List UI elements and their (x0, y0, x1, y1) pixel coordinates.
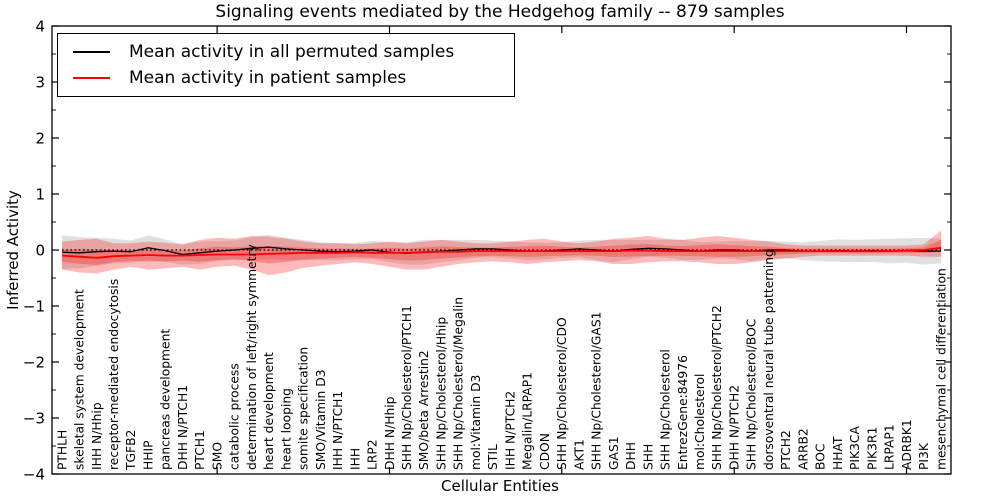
category-label: HHAT (831, 436, 845, 470)
category-label: SHH Np/Cholesterol/CDO (555, 317, 569, 470)
category-label: PIK3R1 (865, 427, 879, 470)
category-label: DHH N/PTCH1 (176, 385, 190, 470)
category-label: IHH N/PTCH2 (503, 391, 517, 470)
category-label: EntrezGene:84976 (676, 355, 690, 470)
category-label: SHH (641, 444, 655, 470)
legend-line-swatch-patient (73, 77, 110, 79)
category-label: LRP2 (366, 439, 380, 470)
category-label: LRPAP1 (883, 424, 897, 470)
category-label: determination of left/right symmetry (245, 244, 259, 470)
category-label: DHH N/Hhip (383, 396, 397, 470)
category-label: PI3K (917, 442, 931, 470)
category-label: ADRBK1 (900, 419, 914, 470)
category-label: SHH Np/Cholesterol/PTCH1 (400, 305, 414, 470)
category-label: IHH (348, 448, 362, 470)
y-tick-label: 0 (35, 242, 45, 260)
category-label: TGFB2 (124, 430, 138, 471)
category-label: heart looping (279, 388, 293, 470)
category-label: SHH Np/Cholesterol/Megalin (452, 297, 466, 470)
series-line-1 (61, 246, 942, 259)
category-label: Megalin/LRPAP1 (521, 372, 535, 470)
legend-line-swatch-permuted (73, 51, 110, 53)
category-label: pancreas development (159, 329, 173, 470)
legend-label-permuted: Mean activity in all permuted samples (129, 42, 455, 62)
category-label: IHH N/Hhip (90, 402, 104, 470)
legend-entry-permuted: Mean activity in all permuted samples (73, 40, 514, 65)
y-tick-label: −1 (23, 298, 45, 316)
category-label: SHH Np/Cholesterol/PTCH2 (710, 305, 724, 470)
category-label: SHH Np/Cholesterol (659, 349, 673, 470)
category-label: dorsoventral neural tube patterning (762, 249, 776, 470)
category-label: mol:Cholesterol (693, 374, 707, 470)
category-label: STIL (486, 444, 500, 470)
y-tick-label: −4 (23, 466, 45, 484)
x-axis-label: Cellular Entities (441, 477, 559, 495)
category-label: SMO/Vitamin D3 (314, 369, 328, 470)
y-axis-label: Inferred Activity (4, 190, 22, 310)
category-label: DHH (624, 442, 638, 470)
category-label: heart development (262, 352, 276, 470)
category-label: SMO (210, 442, 224, 470)
legend-label-patient: Mean activity in patient samples (129, 68, 407, 88)
category-label: PTHLH (55, 430, 69, 470)
y-tick-label: 3 (35, 74, 45, 92)
category-label: mesenchymal cell differentiation (934, 268, 948, 470)
legend-entry-patient: Mean activity in patient samples (73, 66, 514, 91)
category-label: PIK3CA (848, 425, 862, 470)
category-label: AKT1 (572, 439, 586, 470)
category-label: PTCH1 (193, 430, 207, 470)
category-label: SHH Np/Cholesterol/Hhip (435, 317, 449, 470)
category-label: CDON (538, 433, 552, 470)
category-label: mol:Vitamin D3 (469, 375, 483, 470)
category-label: SHH Np/Cholesterol/GAS1 (590, 312, 604, 470)
category-label: somite specification (297, 347, 311, 470)
y-tick-label: 1 (35, 186, 45, 204)
category-label: IHH N/PTCH1 (331, 391, 345, 470)
category-label: SMO/beta Arrestin2 (417, 350, 431, 470)
category-label: SHH Np/Cholesterol/BOC (745, 319, 759, 470)
y-tick-label: 4 (35, 18, 45, 36)
category-label: PTCH2 (779, 430, 793, 470)
y-tick-label: −3 (23, 410, 45, 428)
y-tick-label: −2 (23, 354, 45, 372)
category-label: catabolic process (228, 363, 242, 470)
series-band-inner-1 (62, 239, 941, 265)
category-label: GAS1 (607, 436, 621, 470)
legend: Mean activity in all permuted samples Me… (57, 33, 515, 97)
category-label: ARRB2 (796, 428, 810, 470)
category-label: skeletal system development (73, 289, 87, 470)
category-label: DHH N/PTCH2 (728, 385, 742, 470)
category-label: HHIP (142, 440, 156, 470)
category-label: BOC (814, 444, 828, 471)
chart-title: Signaling events mediated by the Hedgeho… (215, 2, 785, 22)
series-band-1 (62, 230, 941, 276)
y-tick-label: 2 (35, 130, 45, 148)
category-label: receptor-mediated endocytosis (107, 279, 121, 470)
